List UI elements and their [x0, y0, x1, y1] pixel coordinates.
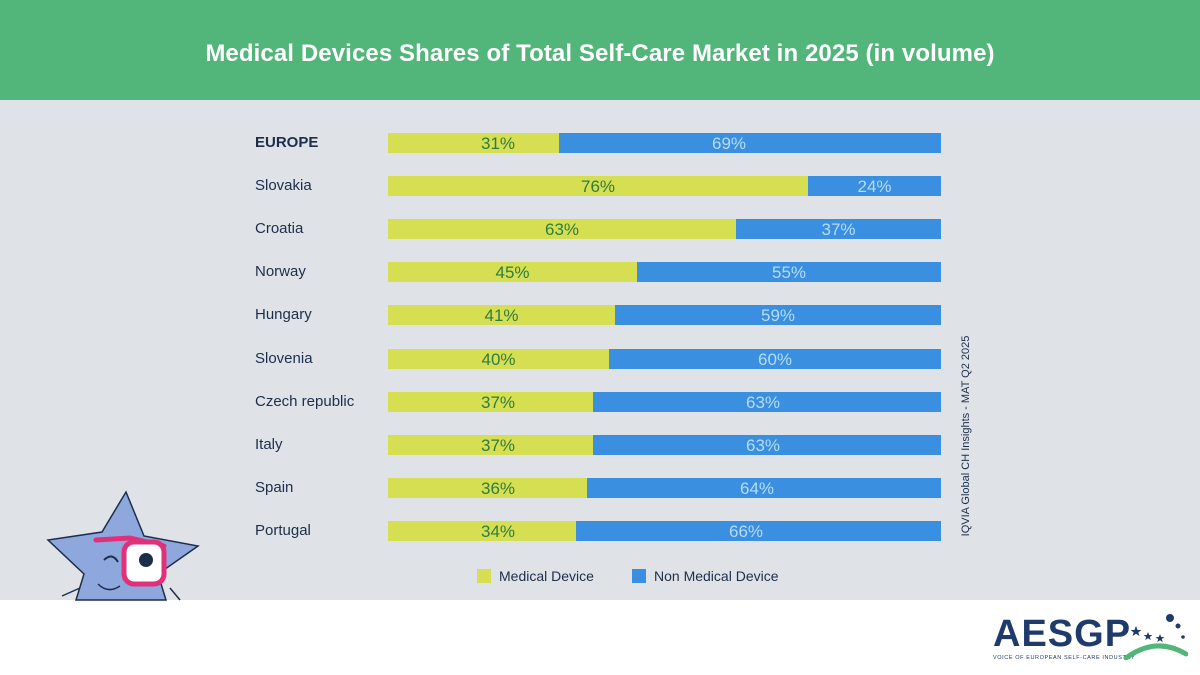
data-label-non-medical-device: 63% — [745, 436, 781, 455]
bar-medical-device — [388, 133, 559, 153]
bar-non-medical-device — [576, 521, 941, 541]
category-label: Italy — [255, 436, 283, 453]
data-label-medical-device: 63% — [544, 220, 580, 239]
source-note: IQVIA Global CH Insights - MAT Q2 2025 — [960, 335, 972, 537]
bar-non-medical-device — [609, 349, 941, 369]
bar-medical-device — [388, 176, 808, 196]
bar-medical-device — [388, 219, 736, 239]
bar-non-medical-device — [637, 262, 941, 282]
bar-medical-device — [388, 262, 637, 282]
bar-medical-device — [388, 435, 593, 455]
bar-medical-device — [388, 305, 615, 325]
aesgp-logo: AESGP — [993, 613, 1132, 655]
legend-swatch — [632, 569, 646, 583]
bar-non-medical-device — [808, 176, 941, 196]
bar-non-medical-device — [593, 435, 941, 455]
category-label: Croatia — [255, 220, 304, 237]
header-bar — [0, 0, 1200, 100]
bar-medical-device — [388, 392, 593, 412]
data-label-non-medical-device: 59% — [760, 306, 796, 325]
bar-non-medical-device — [736, 219, 941, 239]
footer — [0, 600, 1200, 675]
category-label: Norway — [255, 263, 306, 280]
data-label-non-medical-device: 69% — [711, 134, 747, 153]
data-label-non-medical-device: 63% — [745, 393, 781, 412]
data-label-non-medical-device: 37% — [821, 220, 856, 239]
bar-non-medical-device — [587, 478, 941, 498]
data-label-medical-device: 37% — [480, 436, 516, 455]
bar-medical-device — [388, 349, 609, 369]
aesgp-tagline: VOICE OF EUROPEAN SELF-CARE INDUSTRY — [993, 655, 1136, 661]
data-label-non-medical-device: 60% — [757, 350, 793, 369]
category-label: Slovenia — [255, 350, 313, 367]
data-label-medical-device: 36% — [480, 479, 516, 498]
bar-non-medical-device — [615, 305, 941, 325]
legend-label: Medical Device — [499, 568, 594, 584]
aesgp-stars-logo-icon — [1123, 614, 1188, 660]
data-label-medical-device: 37% — [480, 393, 516, 412]
data-label-medical-device: 45% — [495, 263, 530, 282]
bar-medical-device — [388, 521, 576, 541]
star-mascot-icon — [46, 490, 200, 601]
data-label-non-medical-device: 66% — [728, 522, 764, 541]
bar-non-medical-device — [593, 392, 941, 412]
bar-non-medical-device — [559, 133, 941, 153]
data-label-medical-device: 31% — [480, 134, 516, 153]
category-label: Portugal — [255, 522, 311, 539]
data-label-medical-device: 76% — [580, 177, 616, 196]
category-label: EUROPE — [255, 134, 319, 151]
data-label-medical-device: 34% — [480, 522, 516, 541]
category-label: Slovakia — [255, 177, 312, 194]
category-label: Spain — [255, 479, 294, 496]
data-label-medical-device: 41% — [484, 306, 519, 325]
data-label-non-medical-device: 55% — [771, 263, 807, 282]
chart-title: Medical Devices Shares of Total Self-Car… — [205, 40, 995, 67]
data-label-non-medical-device: 24% — [857, 177, 892, 196]
legend-swatch — [477, 569, 491, 583]
data-label-non-medical-device: 64% — [739, 479, 775, 498]
legend-label: Non Medical Device — [654, 568, 779, 584]
category-label: Czech republic — [255, 393, 355, 410]
category-label: Hungary — [255, 306, 312, 323]
data-label-medical-device: 40% — [481, 350, 516, 369]
bar-medical-device — [388, 478, 587, 498]
